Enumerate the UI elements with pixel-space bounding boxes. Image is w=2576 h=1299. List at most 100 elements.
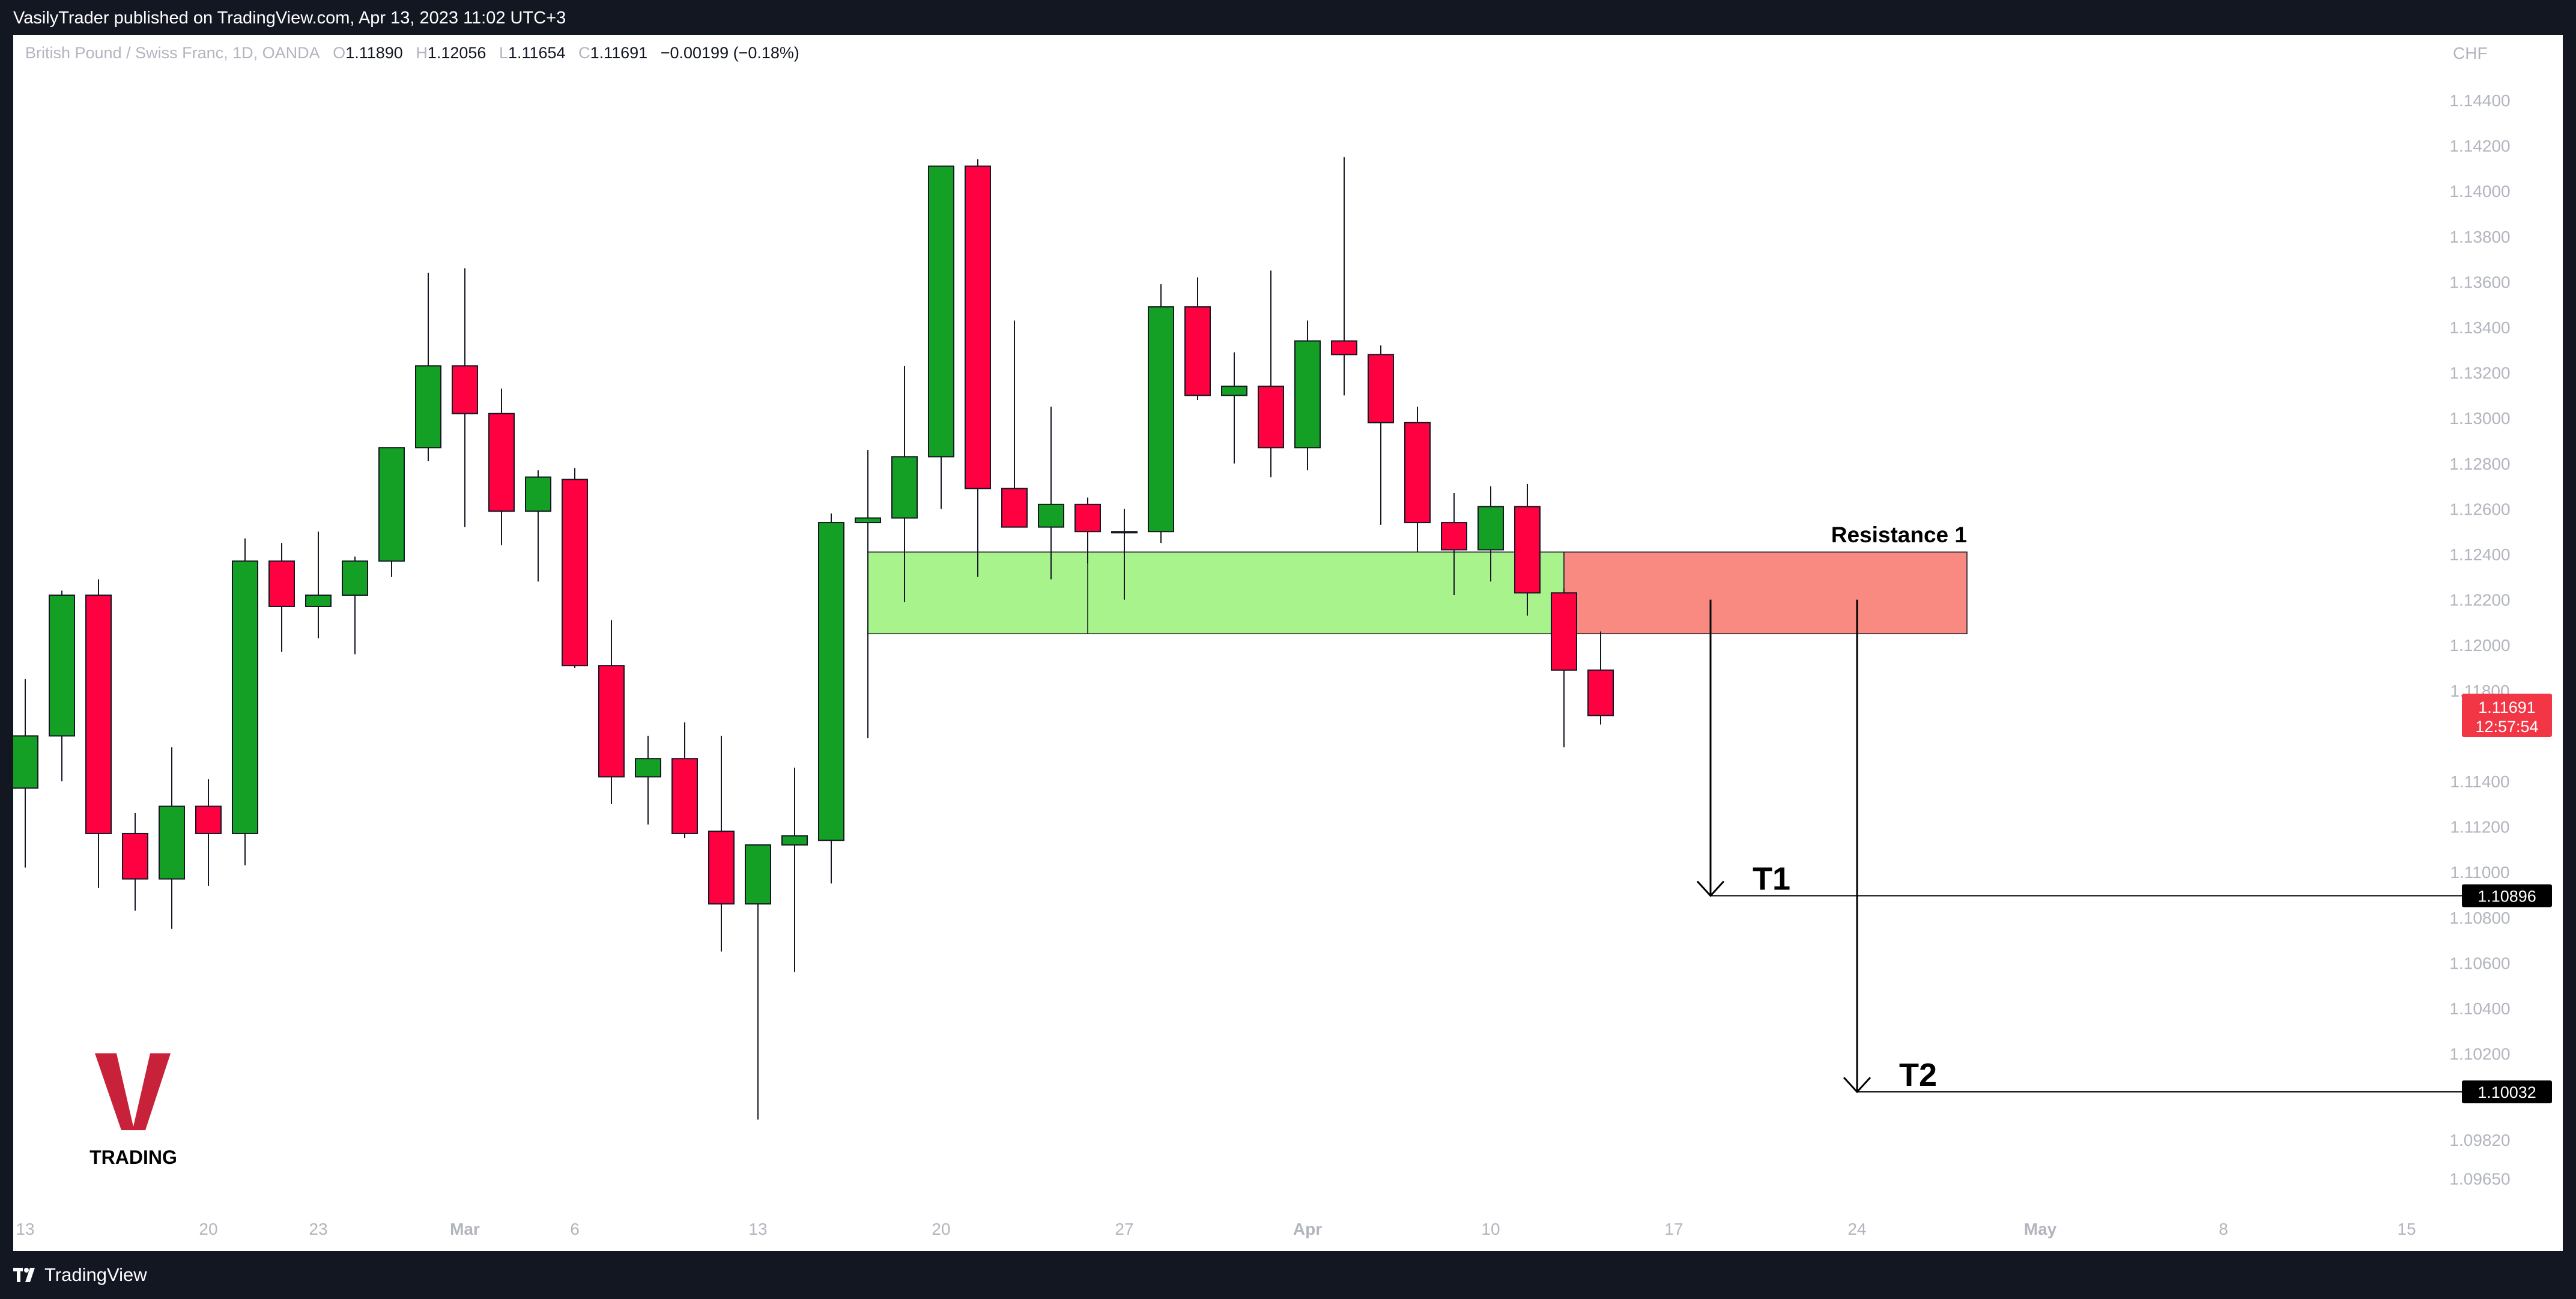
candle — [745, 844, 771, 1120]
candle-body — [488, 413, 515, 512]
x-tick-label: 20 — [932, 1220, 950, 1238]
support-zone — [867, 551, 1565, 635]
current-price-text: 1.11691 — [2478, 698, 2536, 716]
candle-body — [452, 365, 478, 414]
y-tick-label: 1.09820 — [2449, 1131, 2510, 1149]
x-tick-label: 10 — [1481, 1220, 1500, 1238]
candle-body — [1514, 506, 1541, 594]
candle-body — [195, 805, 222, 834]
candle-body — [1404, 422, 1431, 524]
t2-price-text: 1.10032 — [2478, 1083, 2536, 1101]
x-tick-label: 17 — [1664, 1220, 1683, 1238]
t2-label: T2 — [1899, 1057, 1937, 1093]
candle — [1221, 352, 1247, 464]
chart-panel[interactable]: Resistance 1 T1 T2 TRADING CHF 1.14400 1.142… — [13, 35, 2563, 1251]
candle — [525, 470, 551, 582]
candle-body — [159, 805, 185, 880]
candle — [159, 747, 185, 929]
legend-close-value: 1.11691 — [590, 44, 648, 62]
candle-body — [1294, 340, 1321, 449]
y-tick-label: 1.13600 — [2449, 273, 2510, 291]
legend-high-value: 1.12056 — [427, 44, 486, 62]
candle — [415, 273, 441, 462]
y-tick-label: 1.13800 — [2449, 228, 2510, 246]
t1-price-text: 1.10896 — [2478, 888, 2536, 906]
candle-body — [818, 522, 844, 841]
candle — [781, 768, 808, 972]
watermark-v-logo — [95, 1053, 171, 1130]
x-tick-label: 27 — [1115, 1220, 1133, 1238]
candle-body — [232, 560, 258, 834]
candle — [1001, 320, 1028, 528]
y-tick-label: 1.13400 — [2449, 318, 2510, 337]
footer-bar: TradingView — [0, 1251, 2576, 1299]
y-tick-label: 1.11000 — [2450, 863, 2509, 882]
candle-body — [562, 479, 588, 667]
candle — [1074, 497, 1101, 564]
y-tick-label: 1.12600 — [2449, 500, 2510, 518]
tradingview-logo-icon[interactable] — [13, 1268, 40, 1283]
current-price-badge — [2462, 694, 2552, 737]
y-tick-label: 1.14200 — [2449, 137, 2510, 156]
candle — [818, 513, 844, 884]
x-tick-label: 24 — [1847, 1220, 1866, 1238]
y-tick-label: 1.11200 — [2450, 818, 2509, 837]
publisher-bar: VasilyTrader published on TradingView.co… — [0, 0, 2576, 35]
candle-body — [49, 595, 75, 737]
candle — [85, 579, 112, 888]
y-tick-label: 1.10800 — [2449, 909, 2510, 927]
candle — [1038, 407, 1064, 580]
candle — [268, 543, 295, 652]
candle — [708, 736, 735, 952]
candle — [671, 722, 698, 838]
candle — [1404, 407, 1431, 553]
x-tick-label: Mar — [450, 1220, 480, 1238]
x-tick-label: 13 — [748, 1220, 767, 1238]
candle-body — [1551, 592, 1577, 671]
candle-body — [1331, 340, 1357, 356]
candle — [562, 468, 588, 668]
candle — [635, 736, 661, 825]
candle — [1514, 483, 1541, 616]
y-tick-label: 1.09650 — [2449, 1170, 2510, 1188]
candle-body — [1258, 386, 1284, 449]
candle — [232, 538, 258, 865]
y-tick-label: 1.10400 — [2449, 999, 2510, 1018]
x-tick-label: 23 — [309, 1220, 327, 1238]
t2-price-badge — [2462, 1080, 2552, 1104]
footer-brand[interactable]: TradingView — [44, 1264, 147, 1285]
candlestick-chart[interactable]: Resistance 1 T1 T2 TRADING CHF 1.14400 1.142… — [13, 35, 2563, 1251]
candle — [965, 159, 991, 577]
candle — [452, 268, 478, 527]
legend-open-label: O — [333, 44, 346, 62]
candle — [49, 590, 75, 781]
resistance-zone — [1563, 551, 1968, 635]
y-tick-label: 1.12200 — [2449, 591, 2510, 610]
x-tick-label: 20 — [199, 1220, 217, 1238]
x-tick-label: 6 — [570, 1220, 580, 1238]
y-tick-label: 1.10600 — [2449, 954, 2510, 972]
resistance-label: Resistance 1 — [1831, 522, 1967, 547]
candle-body — [745, 844, 771, 905]
y-tick-label: 1.14000 — [2449, 182, 2510, 201]
candle-body — [13, 735, 38, 789]
candle-body — [1001, 488, 1028, 528]
x-tick-label: 13 — [16, 1220, 34, 1238]
candle-body — [525, 476, 551, 512]
candle-body — [1221, 386, 1247, 396]
candle — [488, 389, 515, 545]
t1-label: T1 — [1753, 861, 1790, 897]
y-tick-label: 1.13000 — [2449, 409, 2510, 428]
candle-body — [671, 758, 698, 834]
candle — [1587, 631, 1614, 725]
y-tick-label: 1.14400 — [2449, 91, 2510, 110]
candle — [1477, 486, 1504, 582]
candle-body — [85, 595, 112, 834]
legend-low-value: 1.11654 — [508, 44, 566, 62]
candle-body — [342, 560, 368, 596]
currency-label: CHF — [2453, 44, 2488, 62]
x-tick-label: Apr — [1293, 1220, 1322, 1238]
y-tick-label: 1.10200 — [2449, 1045, 2510, 1064]
candle-body — [305, 595, 332, 607]
candle-body — [891, 456, 918, 519]
